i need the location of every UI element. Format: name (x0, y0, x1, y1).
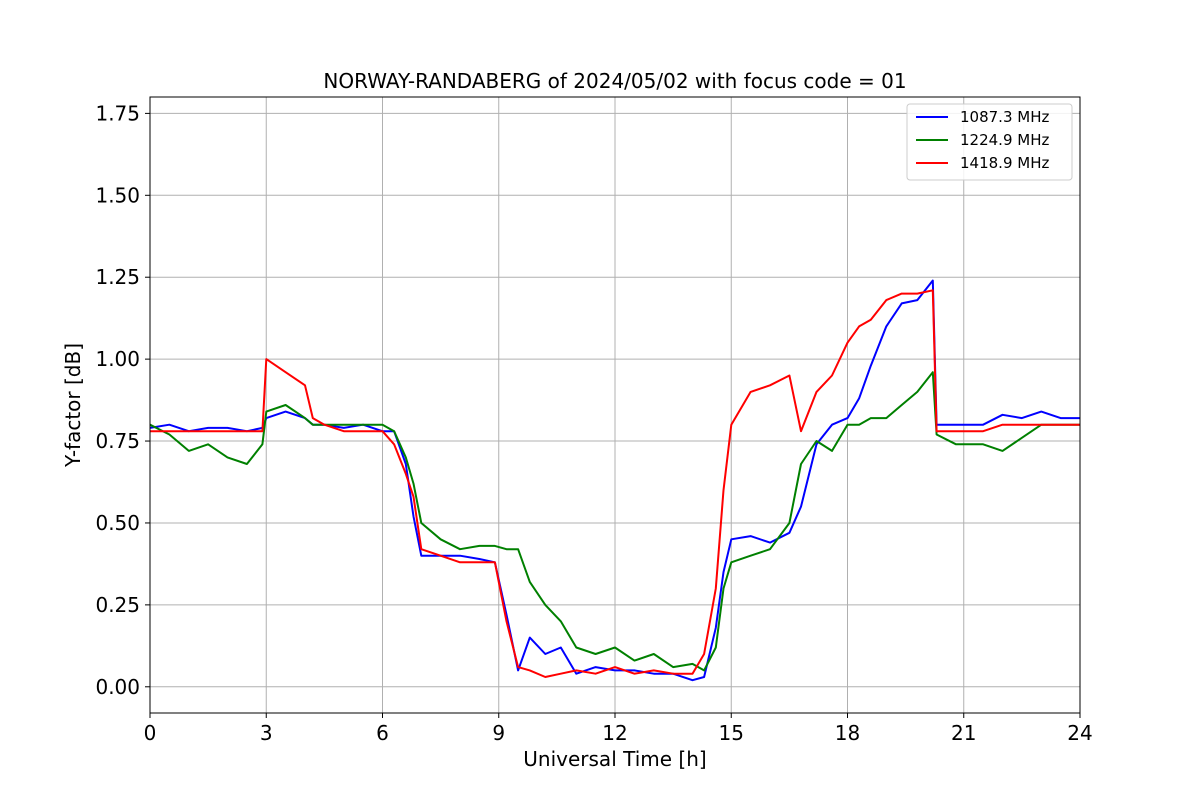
legend-label-1087: 1087.3 MHz (960, 108, 1049, 126)
y-tick-label: 0.75 (95, 429, 140, 453)
x-tick-label: 15 (719, 721, 744, 745)
chart-title: NORWAY-RANDABERG of 2024/05/02 with focu… (323, 69, 906, 93)
x-tick-label: 3 (260, 721, 273, 745)
y-tick-label: 1.50 (95, 183, 140, 207)
x-tick-label: 18 (835, 721, 860, 745)
x-axis-ticks: 0 3 6 9 12 15 18 21 24 (144, 713, 1093, 745)
x-tick-label: 6 (376, 721, 389, 745)
y-tick-label: 0.25 (95, 593, 140, 617)
x-tick-label: 12 (602, 721, 627, 745)
legend-box (906, 103, 1073, 181)
y-tick-label: 1.75 (95, 101, 140, 125)
y-axis-ticks: 0.00 0.25 0.50 0.75 1.00 1.25 1.50 1.75 (95, 101, 150, 699)
x-tick-label: 9 (492, 721, 505, 745)
x-tick-label: 21 (951, 721, 976, 745)
y-tick-label: 0.00 (95, 675, 140, 699)
x-axis-label: Universal Time [h] (523, 747, 706, 771)
legend-label-1224: 1224.9 MHz (960, 131, 1049, 149)
x-tick-label: 0 (144, 721, 157, 745)
y-tick-label: 1.00 (95, 347, 140, 371)
y-tick-label: 0.50 (95, 511, 140, 535)
legend: 1087.3 MHz 1224.9 MHz 1418.9 MHz (906, 103, 1073, 181)
series-line-1224 (149, 371, 1080, 672)
legend-label-1418: 1418.9 MHz (960, 154, 1049, 172)
series-layer (149, 279, 1080, 682)
y-tick-label: 1.25 (95, 265, 140, 289)
series-line-1418 (150, 289, 1080, 678)
x-tick-label: 24 (1067, 721, 1092, 745)
y-axis-label: Y-factor [dB] (61, 343, 85, 468)
